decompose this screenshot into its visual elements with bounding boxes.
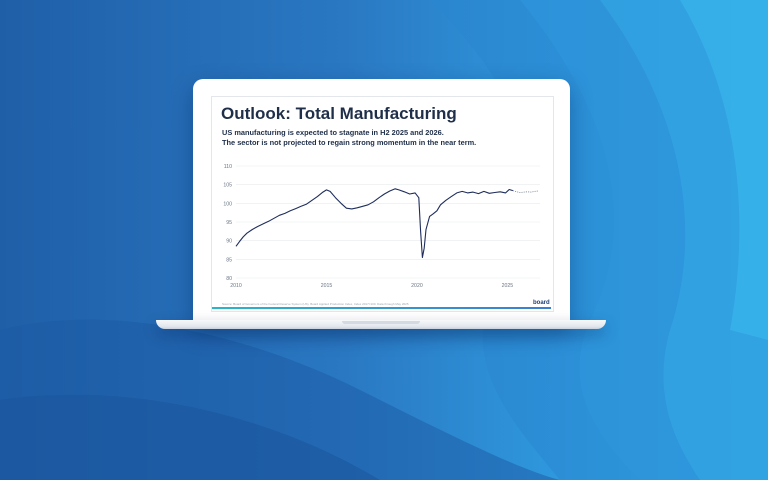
x-tick-label: 2025 <box>502 283 514 289</box>
y-tick-label: 80 <box>226 276 232 282</box>
slide-panel <box>211 96 554 312</box>
subtitle-line-2: The sector is not projected to regain st… <box>222 138 477 147</box>
y-tick-label: 100 <box>223 201 232 207</box>
x-tick-label: 2015 <box>321 283 333 289</box>
slide-title: Outlook: Total Manufacturing <box>221 104 457 123</box>
y-tick-label: 90 <box>226 239 232 245</box>
y-tick-label: 105 <box>223 183 232 189</box>
footer-accent-line <box>212 307 551 309</box>
y-tick-label: 110 <box>224 164 232 170</box>
line-chart: 80 85 90 95 100 105 110 2010 2015 2020 2025 <box>223 164 540 289</box>
x-tick-label: 2020 <box>411 283 423 289</box>
subtitle-line-1: US manufacturing is expected to stagnate… <box>222 128 444 137</box>
wave-3 <box>600 0 768 480</box>
laptop-notch <box>342 321 420 324</box>
slide-subtitle: US manufacturing is expected to stagnate… <box>222 128 547 148</box>
y-tick-label: 95 <box>226 220 232 226</box>
forecast-series-line <box>512 190 539 193</box>
y-tick-label: 85 <box>226 257 232 263</box>
actual-series-line <box>235 188 514 259</box>
board-logo: board <box>533 300 550 306</box>
wave-4 <box>680 0 768 340</box>
source-note: Source: Board of Governors of the Federa… <box>222 302 409 306</box>
x-tick-label: 2010 <box>230 283 242 289</box>
laptop-base <box>156 320 606 329</box>
wave-6 <box>0 394 380 480</box>
